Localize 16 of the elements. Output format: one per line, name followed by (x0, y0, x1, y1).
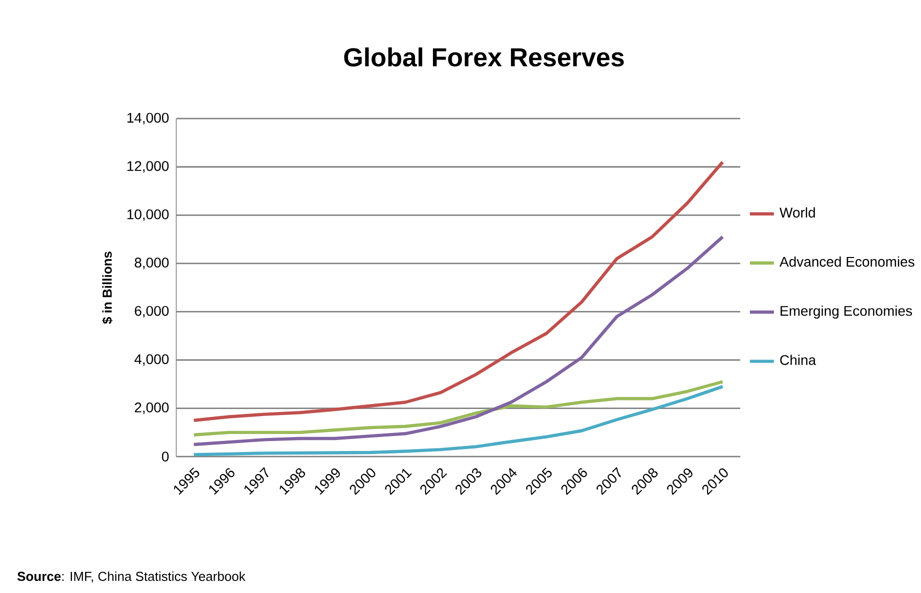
chart-title: Global Forex Reserves (344, 47, 624, 67)
y-tick-label: 8,000 (134, 258, 169, 270)
legend-label: Emerging Economies (780, 306, 912, 319)
y-tick-label: 0 (162, 452, 169, 462)
legend-label: World (780, 207, 815, 218)
legend-label: Advanced Economies (780, 256, 914, 267)
y-tick-label: 14,000 (127, 112, 169, 124)
legend-label: China (780, 354, 816, 365)
y-axis-title: $ in Billions (102, 252, 113, 324)
y-tick-label: 4,000 (134, 354, 169, 366)
y-tick-label: 12,000 (127, 161, 169, 173)
y-tick-label: 10,000 (127, 209, 169, 221)
y-tick-label: 2,000 (134, 402, 169, 414)
text: Source: IMF, China Statistics Yearbook (17, 571, 246, 583)
line-series (192, 160, 724, 422)
y-tick-label: 6,000 (134, 306, 169, 318)
